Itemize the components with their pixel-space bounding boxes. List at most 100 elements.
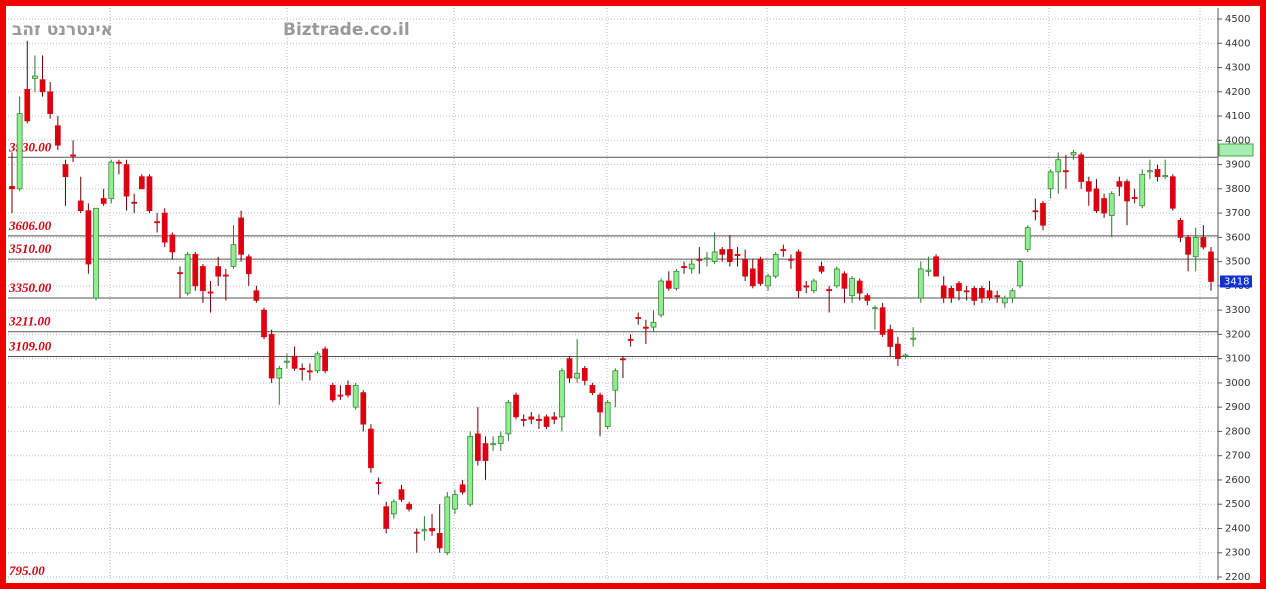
candle-body [528,416,535,420]
y-tick-label: 4300 [1225,63,1250,74]
candle-body [581,368,588,381]
candle-body [780,249,787,252]
candle-body [1131,196,1138,199]
candle-body [116,161,122,164]
candle-body [910,337,917,340]
candle-body [849,278,855,296]
candle-body [604,401,611,427]
candle-body [765,275,771,287]
candle-body [788,258,794,261]
candle-body [32,75,38,79]
candle-body [1200,236,1207,248]
candle-body [1169,176,1176,209]
candle-body [833,268,840,287]
candle-body [986,290,993,299]
candle-body [818,266,825,272]
candle-body [543,416,550,427]
candle-body [1024,227,1031,250]
candle-body [757,258,764,284]
candle-body [879,307,886,335]
y-tick-label: 2700 [1225,451,1250,462]
candle-body [322,348,328,372]
candle-body [329,384,336,401]
candle-body [925,269,932,272]
candle-body [520,418,527,421]
candle-body [940,285,947,299]
candle-body [383,506,390,529]
candle-body [154,221,160,224]
candle-body [337,394,344,397]
candle-body [1154,169,1161,178]
candle-body [948,287,955,299]
candle-body [711,251,718,262]
candle-body [360,392,367,425]
candle-body [421,529,428,532]
candle-body [902,354,909,357]
level-label: 3606.00 [8,218,52,233]
candle-body [627,338,634,341]
y-tick-label: 4500 [1225,14,1250,25]
level-label: 795.00 [9,563,45,578]
candle-body [161,212,168,243]
candle-body [1070,152,1077,156]
candle-body [482,443,489,461]
candle-body [864,295,871,301]
candle-body [1108,193,1115,216]
candle-body [475,433,481,461]
y-tick-label: 3100 [1225,354,1250,365]
candle-body [597,394,603,413]
y-tick-label: 4400 [1225,38,1250,49]
candle-body [62,164,69,178]
candle-body [1124,181,1130,202]
candle-body [436,532,443,549]
y-tick-label: 3600 [1225,232,1250,243]
candle-body [238,217,244,255]
y-tick-label: 3700 [1225,208,1250,219]
candle-body [138,176,145,190]
candle-body [1208,251,1214,282]
candle-body [734,253,741,256]
candle-body [688,263,695,270]
candle-body [452,494,458,510]
candle-body [230,244,237,267]
candle-body [566,358,573,379]
y-tick-label: 3800 [1225,184,1250,195]
candle-body [872,307,878,310]
candle-body [490,443,496,446]
level-label: 3350.00 [8,280,52,295]
candle-body [200,266,206,292]
candle-body [536,418,542,421]
y-tick-label: 2400 [1225,523,1250,534]
candle-body [123,164,130,197]
candle-body [749,268,756,287]
candle-body [16,113,23,190]
candle-body [93,207,99,299]
candle-body [719,249,726,255]
candle-body [345,384,351,396]
candle-body [994,295,1001,298]
candle-body [368,428,374,469]
candle-body [177,272,183,275]
candle-body [1185,236,1191,255]
candle-body [1001,297,1008,304]
candle-body [1162,175,1169,178]
candle-body [917,268,924,299]
candle-body [811,280,817,292]
candle-body [24,89,31,122]
chart-title: אינטרנט זהב [12,20,113,40]
candle-body [826,289,833,292]
candle-body [742,258,748,277]
candle-body [727,249,733,262]
candle-body [9,186,15,190]
candle-body [276,368,283,379]
y-tick-label: 2300 [1225,548,1250,559]
level-label: 3211.00 [8,314,51,329]
candle-body [70,154,76,157]
candle-body [963,290,970,293]
candle-body [192,253,199,287]
candle-body [85,210,92,265]
candle-body [299,368,306,370]
